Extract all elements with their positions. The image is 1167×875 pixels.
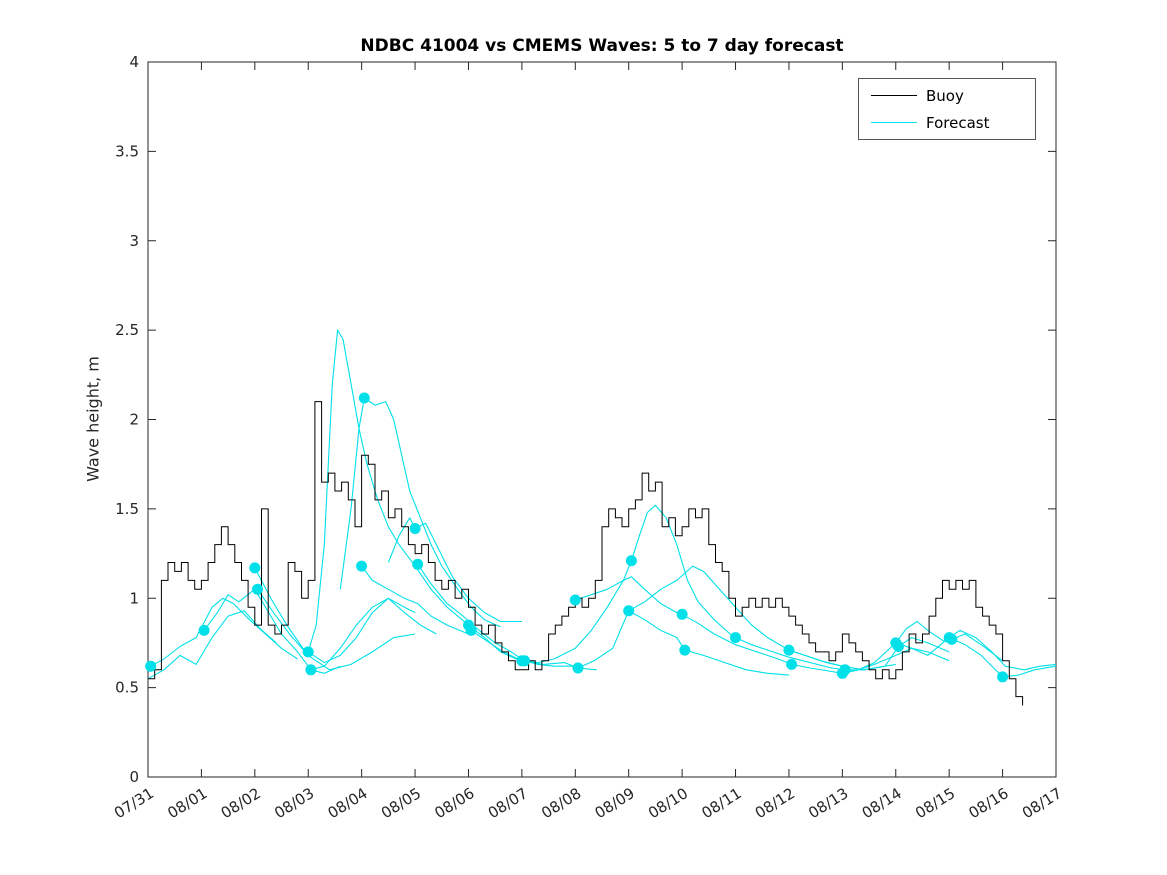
x-tick-label: 08/14 [859,784,905,822]
y-tick-label: 2 [129,411,139,429]
forecast-marker [997,671,1009,683]
y-tick-label: 0 [129,768,139,786]
forecast-line [254,567,416,664]
legend-entry-buoy: Buoy [871,87,1035,105]
axes-box [147,61,1057,778]
forecast-line [842,620,1003,674]
x-tick-label: 08/04 [325,784,371,822]
forecast-marker [730,632,741,644]
forecast-marker [892,641,904,652]
y-tick-label: 0.5 [115,679,139,697]
forecast-marker [572,662,584,674]
y-tick-label: 3 [129,232,139,250]
forecast-marker [252,583,263,595]
legend-label-buoy: Buoy [926,86,964,105]
y-tick-label: 2.5 [115,321,139,339]
forecast-marker [145,660,157,672]
forecast-line [257,588,416,671]
x-tick-label: 08/09 [592,784,638,822]
forecast-marker [465,624,477,636]
legend-entry-forecast: Forecast [871,114,1035,132]
forecast-line [575,576,792,665]
forecast-line [307,329,469,653]
x-tick-label: 08/15 [912,784,958,822]
forecast-marker [625,555,637,567]
y-tick-label: 1.5 [115,500,139,518]
forecast-marker [946,633,958,645]
forecast-line [791,647,950,674]
forecast-line [387,517,522,623]
forecast-marker [569,594,581,606]
forecast-line [895,629,1057,671]
y-tick-label: 3.5 [115,142,139,160]
forecast-marker [305,664,317,676]
forecast-marker [358,392,370,404]
forecast-line [339,397,501,628]
x-tick-label: 08/11 [698,784,744,822]
forecast-marker [302,646,314,658]
x-tick-label: 08/10 [645,784,691,822]
forecast-line [788,637,950,671]
forecast-marker [412,558,424,570]
x-tick-label: 08/17 [1019,784,1065,822]
forecast-marker [356,560,368,572]
legend: Buoy Forecast [858,78,1036,140]
legend-line-forecast-icon [871,122,917,123]
forecast-line [150,597,298,667]
forecast-line [417,563,525,662]
x-tick-label: 08/13 [805,784,851,822]
forecast-marker [249,562,261,574]
forecast-marker [519,655,531,667]
x-tick-label: 08/16 [966,784,1012,822]
buoy-line [148,401,1024,706]
forecast-marker [786,658,798,670]
forecast-marker [198,624,210,636]
forecast-marker [676,608,688,620]
x-tick-label: 08/03 [271,784,317,822]
forecast-marker [679,644,691,656]
legend-label-forecast: Forecast [926,113,990,132]
legend-line-buoy-icon [871,95,917,96]
x-tick-label: 08/05 [378,784,424,822]
forecast-marker [783,644,795,656]
forecast-line [361,565,469,635]
x-tick-label: 08/07 [485,784,531,822]
forecast-marker [839,664,851,676]
forecast-line [147,610,277,680]
forecast-line [310,597,437,671]
x-tick-label: 08/01 [164,784,210,822]
forecast-marker [623,605,635,617]
y-tick-label: 4 [129,53,139,71]
x-tick-label: 08/06 [431,784,477,822]
x-tick-label: 08/12 [752,784,798,822]
chart-title: NDBC 41004 vs CMEMS Waves: 5 to 7 day fo… [360,36,844,56]
x-tick-label: 08/02 [218,784,264,822]
forecast-line [521,504,736,664]
forecast-marker [409,523,421,534]
y-tick-label: 1 [129,589,139,607]
x-tick-label: 08/08 [538,784,584,822]
forecast-line [577,610,789,676]
forecast-line [203,588,341,674]
x-tick-label: 07/31 [111,784,157,822]
